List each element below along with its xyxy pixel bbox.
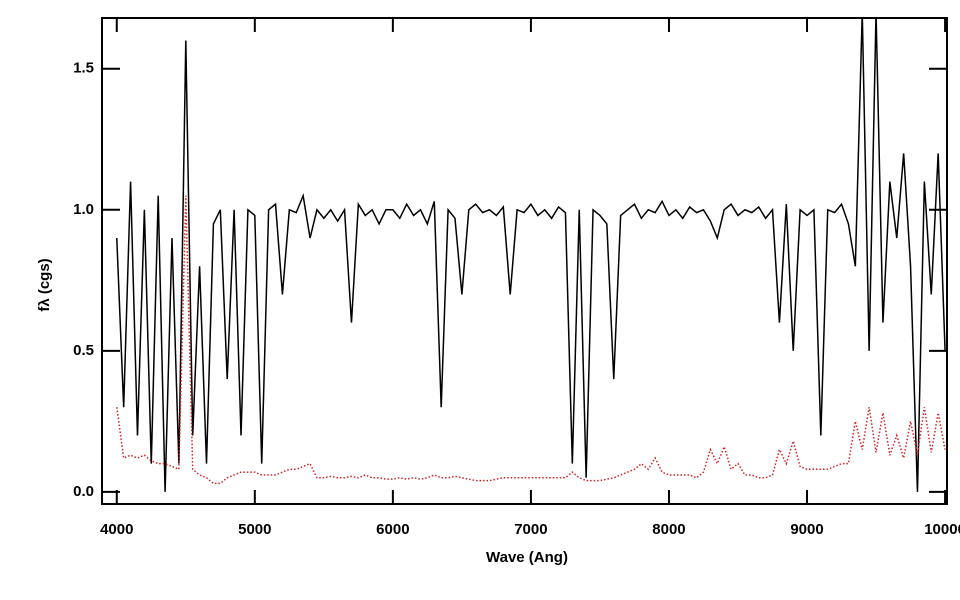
y-tick-label: 1.0: [73, 201, 94, 218]
y-tick-label: 0.0: [73, 483, 94, 500]
y-tick-label: 0.5: [73, 342, 94, 359]
plot-area: [116, 18, 946, 492]
x-tick-label: 4000: [100, 521, 133, 538]
axes-frame: [101, 17, 948, 505]
series-line: [116, 18, 946, 492]
x-tick-label: 8000: [652, 521, 685, 538]
x-tick-label: 9000: [790, 521, 823, 538]
x-axis-title: Wave (Ang): [486, 549, 568, 566]
y-axis-title: fλ (cgs): [36, 258, 53, 311]
x-tick-label: 7000: [514, 521, 547, 538]
x-tick-label: 5000: [238, 521, 271, 538]
series-line: [116, 195, 946, 485]
y-tick-label: 1.5: [73, 60, 94, 77]
x-tick-label: 6000: [376, 521, 409, 538]
